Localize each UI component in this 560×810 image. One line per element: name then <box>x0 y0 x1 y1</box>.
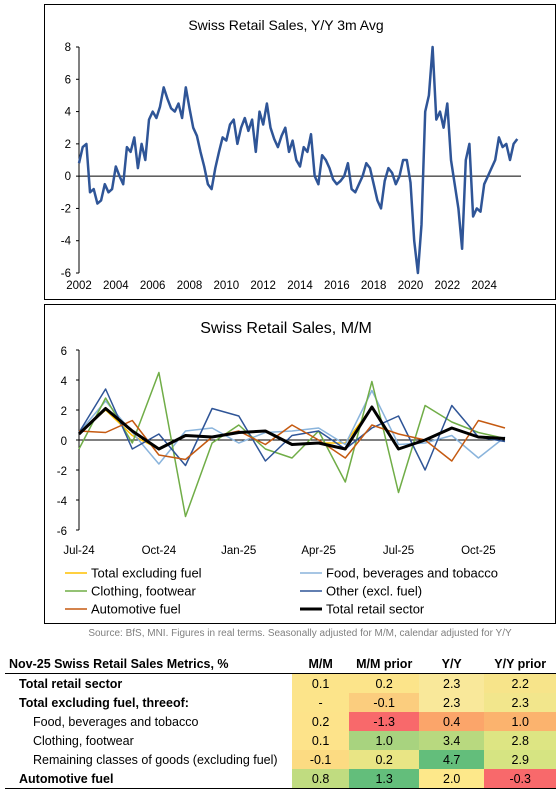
yoy-x-tick-label: 2024 <box>471 280 497 292</box>
value-cell: 0.2 <box>349 750 419 769</box>
value-cell: 0.2 <box>291 712 350 731</box>
row-label: Food, beverages and tobacco <box>33 714 199 729</box>
yoy-x-tick-label: 2004 <box>103 280 129 292</box>
mom-x-tick-label: Oct-25 <box>461 545 496 557</box>
mom-y-tick-label: 2 <box>61 406 67 418</box>
yoy-x-tick-label: 2018 <box>361 280 387 292</box>
row-label: Total excluding fuel, threeof: <box>19 695 189 710</box>
value-cell: 4.7 <box>418 750 485 769</box>
value-cell: -0.1 <box>349 693 419 712</box>
yoy-x-tick-label: 2016 <box>324 280 350 292</box>
mom-x-tick-label: Oct-24 <box>142 545 177 557</box>
legend-label: Other (excl. fuel) <box>326 584 422 599</box>
col-header-yy: Y/Y <box>418 655 485 674</box>
metrics-table: Nov-25 Swiss Retail Sales Metrics, % M/M… <box>5 655 556 789</box>
yoy-y-tick-label: -6 <box>61 268 71 280</box>
yoy-line-chart: Swiss Retail Sales, Y/Y 3m Avg -6 -4 -2 0 2 4… <box>61 17 521 292</box>
yoy-x-tick-label: 2010 <box>214 280 240 292</box>
row-label: Automotive fuel <box>5 769 292 789</box>
source-note: Source: BfS, MNI. Figures in real terms.… <box>88 628 512 639</box>
yoy-x-tick-label: 2022 <box>435 280 461 292</box>
mom-x-tick-label: Apr-25 <box>301 545 336 557</box>
legend-label: Total retail sector <box>326 602 425 617</box>
yoy-x-tick-label: 2012 <box>250 280 276 292</box>
mom-series-line <box>77 405 506 451</box>
legend-label: Food, beverages and tobacco <box>326 566 498 581</box>
table-row: Total excluding fuel, threeof: - -0.1 2.3 2.… <box>5 693 556 712</box>
value-cell: -0.3 <box>484 769 556 789</box>
yoy-y-tick-label: 2 <box>65 139 71 151</box>
col-header-mm-prior: M/M prior <box>349 655 419 674</box>
yoy-series-line <box>77 45 519 275</box>
yoy-x-tick-label: 2020 <box>398 280 424 292</box>
table-row: Total retail sector 0.1 0.2 2.3 2.2 <box>5 673 556 693</box>
value-cell: - <box>291 693 350 712</box>
value-cell: 2.2 <box>484 673 556 693</box>
row-label: Remaining classes of goods (excluding fu… <box>33 752 278 767</box>
col-header-yy-prior: Y/Y prior <box>484 655 556 674</box>
yoy-chart-panel: Swiss Retail Sales, Y/Y 3m Avg -6 -4 -2 0 2 4… <box>44 4 556 300</box>
value-cell: 2.9 <box>484 750 556 769</box>
mom-line-chart: Swiss Retail Sales, M/M -6 -4 -2 0 2 4 6 Jul-24… <box>57 320 506 617</box>
value-cell: 1.3 <box>349 769 419 789</box>
yoy-chart-title: Swiss Retail Sales, Y/Y 3m Avg <box>188 17 383 33</box>
row-label: Clothing, footwear <box>33 733 134 748</box>
mom-y-tick-label: 0 <box>61 436 67 448</box>
col-header-mm: M/M <box>291 655 350 674</box>
mom-y-tick-label: -6 <box>57 526 67 538</box>
mom-x-tick-label: Jul-25 <box>383 545 414 557</box>
value-cell: -0.1 <box>291 750 350 769</box>
yoy-y-tick-label: 4 <box>65 107 72 119</box>
value-cell: 2.3 <box>484 693 556 712</box>
yoy-y-tick-label: 6 <box>65 74 71 86</box>
value-cell: 1.0 <box>349 731 419 750</box>
value-cell: -1.3 <box>349 712 419 731</box>
mom-y-tick-label: 6 <box>61 346 67 358</box>
legend-label: Clothing, footwear <box>91 584 196 599</box>
yoy-y-tick-label: -4 <box>61 236 72 248</box>
mom-series-line <box>78 388 506 471</box>
yoy-x-tick-label: 2006 <box>140 280 166 292</box>
value-cell: 0.1 <box>291 673 350 693</box>
value-cell: 2.8 <box>484 731 556 750</box>
row-label: Total retail sector <box>19 676 123 691</box>
value-cell: 3.4 <box>418 731 485 750</box>
mom-series-line <box>78 371 506 518</box>
value-cell: 2.0 <box>418 769 485 789</box>
value-cell: 0.8 <box>291 769 350 789</box>
value-cell: 0.2 <box>349 673 419 693</box>
value-cell: 0.4 <box>418 712 485 731</box>
legend-label: Total excluding fuel <box>91 566 202 581</box>
table-title: Nov-25 Swiss Retail Sales Metrics, % <box>5 655 292 674</box>
table-row: Remaining classes of goods (excluding fu… <box>5 750 556 769</box>
yoy-x-tick-label: 2008 <box>177 280 203 292</box>
mom-chart-title: Swiss Retail Sales, M/M <box>200 320 372 337</box>
table-row: Clothing, footwear 0.1 1.0 3.4 2.8 <box>5 731 556 750</box>
mom-y-tick-label: -4 <box>57 496 68 508</box>
value-cell: 1.0 <box>484 712 556 731</box>
mom-chart-panel: Swiss Retail Sales, M/M -6 -4 -2 0 2 4 6 Jul-24… <box>44 304 556 624</box>
yoy-y-tick-label: 0 <box>65 171 71 183</box>
table-row: Automotive fuel 0.8 1.3 2.0 -0.3 <box>5 769 556 789</box>
legend-label: Automotive fuel <box>91 602 181 617</box>
yoy-y-tick-label: -2 <box>61 203 71 215</box>
value-cell: 0.1 <box>291 731 350 750</box>
table-header-row: Nov-25 Swiss Retail Sales Metrics, % M/M… <box>5 655 556 674</box>
mom-series-line <box>78 389 506 465</box>
mom-y-tick-label: 4 <box>61 376 68 388</box>
mom-x-tick-label: Jul-24 <box>63 545 95 557</box>
table-row: Food, beverages and tobacco 0.2 -1.3 0.4 1.0 <box>5 712 556 731</box>
yoy-x-tick-label: 2002 <box>66 280 92 292</box>
value-cell: 2.3 <box>418 693 485 712</box>
mom-y-tick-label: -2 <box>57 466 67 478</box>
yoy-y-tick-label: 8 <box>65 42 71 54</box>
yoy-x-tick-label: 2014 <box>287 280 313 292</box>
mom-x-tick-label: Jan-25 <box>221 545 256 557</box>
value-cell: 2.3 <box>418 673 485 693</box>
